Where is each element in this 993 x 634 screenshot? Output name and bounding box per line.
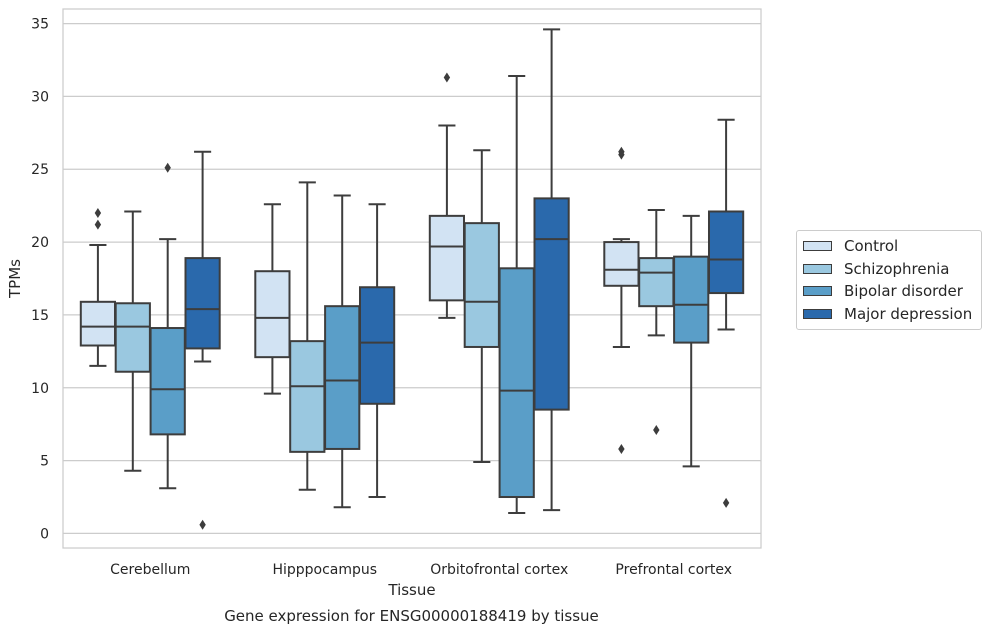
legend-item: Schizophrenia xyxy=(803,258,975,281)
iqr-box xyxy=(533,197,570,411)
iqr-box xyxy=(184,257,221,350)
box-major-depression xyxy=(533,28,570,512)
legend-label: Control xyxy=(844,237,899,256)
box-schizophrenia xyxy=(463,149,500,464)
y-tick-label: 15 xyxy=(31,308,49,324)
box-major-depression xyxy=(358,203,396,499)
iqr-box xyxy=(149,327,186,436)
iqr-box xyxy=(289,340,326,453)
legend-item: Major depression xyxy=(803,303,975,326)
y-tick-label: 35 xyxy=(31,17,49,33)
y-tick-label: 25 xyxy=(31,162,49,178)
box-control xyxy=(254,203,291,395)
outlier-point xyxy=(199,519,206,530)
legend-item: Bipolar disorder xyxy=(803,280,975,303)
y-axis-label: TPMs xyxy=(6,259,24,299)
iqr-box xyxy=(79,300,117,347)
x-axis-ticks: Cerebellum Hipppocampus Orbitofrontal cort… xyxy=(110,562,732,578)
box-control xyxy=(79,207,117,367)
iqr-box xyxy=(463,222,500,348)
legend: Control Schizophrenia Bipolar disorder Majo… xyxy=(796,230,982,330)
box-schizophrenia xyxy=(289,181,326,491)
box-bipolar-disorder xyxy=(498,75,535,515)
y-axis-ticks: 0 5 10 15 20 25 30 35 xyxy=(31,17,49,543)
box-control xyxy=(603,146,640,454)
x-tick-label: Prefrontal cortex xyxy=(615,562,732,578)
legend-swatch xyxy=(803,308,832,319)
outlier-point xyxy=(653,425,660,436)
iqr-box xyxy=(254,270,291,359)
y-tick-label: 30 xyxy=(31,89,49,105)
iqr-box xyxy=(428,214,466,302)
outlier-point xyxy=(94,219,102,230)
y-tick-label: 5 xyxy=(40,454,49,470)
iqr-box xyxy=(498,267,535,499)
legend-item: Control xyxy=(803,235,975,258)
legend-swatch xyxy=(803,286,832,297)
iqr-box xyxy=(358,286,396,405)
iqr-box xyxy=(707,210,745,295)
box-control xyxy=(428,72,466,319)
box-schizophrenia xyxy=(114,210,151,472)
x-tick-label: Orbitofrontal cortex xyxy=(430,562,568,578)
outlier-point xyxy=(164,162,171,173)
outlier-point xyxy=(722,497,730,508)
x-tick-label: Cerebellum xyxy=(110,562,190,578)
boxes xyxy=(79,28,745,530)
outlier-point xyxy=(618,443,625,454)
x-tick-label: Hipppocampus xyxy=(272,562,377,578)
y-tick-label: 0 xyxy=(40,526,49,542)
x-axis-label: Tissue xyxy=(387,581,435,599)
legend-label: Major depression xyxy=(844,304,973,323)
iqr-box xyxy=(114,302,151,373)
legend-label: Schizophrenia xyxy=(844,259,950,278)
y-tick-label: 10 xyxy=(31,381,49,397)
outlier-point xyxy=(618,146,625,157)
box-major-depression xyxy=(184,150,221,530)
plot-area-frame xyxy=(62,8,762,549)
outlier-point xyxy=(94,207,102,218)
legend-swatch xyxy=(803,263,832,274)
box-bipolar-disorder xyxy=(673,214,710,468)
box-bipolar-disorder xyxy=(149,162,186,490)
legend-swatch xyxy=(803,241,832,252)
iqr-box xyxy=(324,305,361,450)
iqr-box xyxy=(638,257,675,308)
chart-caption: Gene expression for ENSG00000188419 by t… xyxy=(224,607,599,625)
box-major-depression xyxy=(707,118,745,508)
iqr-box xyxy=(673,255,710,344)
iqr-box xyxy=(603,241,640,287)
y-tick-label: 20 xyxy=(31,235,49,251)
legend-label: Bipolar disorder xyxy=(844,282,963,301)
box-schizophrenia xyxy=(638,209,675,436)
outlier-point xyxy=(443,72,451,83)
